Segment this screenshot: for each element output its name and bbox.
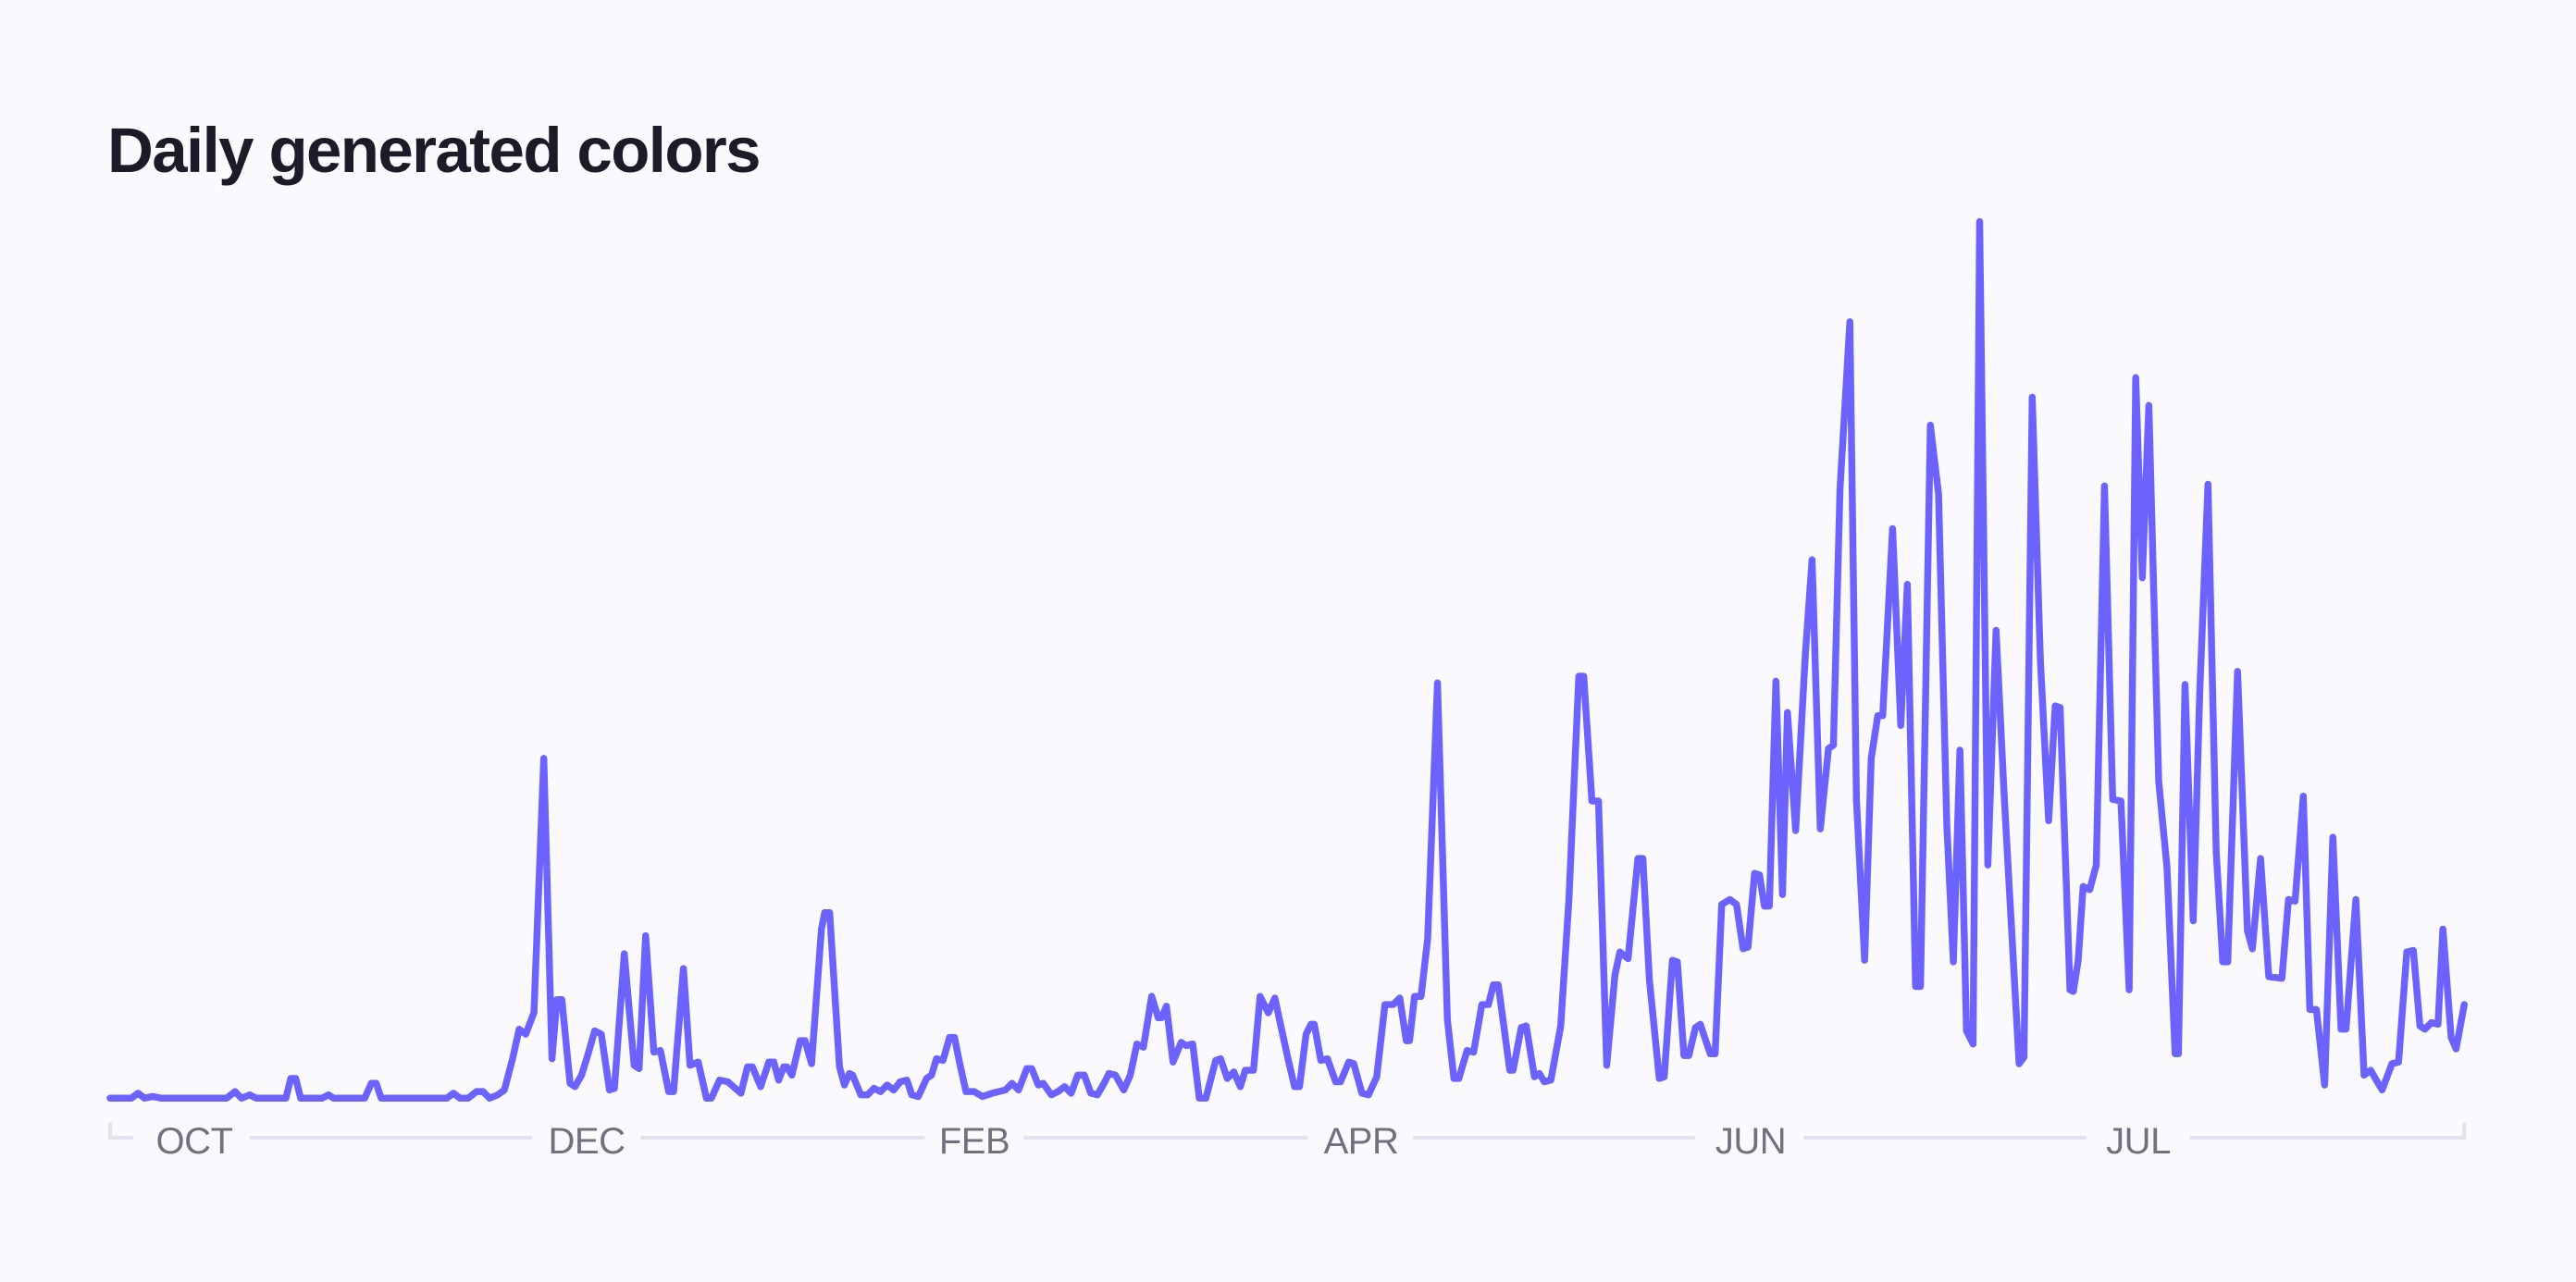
x-tick-label-dec: DEC	[548, 1121, 625, 1162]
axis-right-segment	[2189, 1122, 2467, 1140]
x-tick-label-jun: JUN	[1715, 1121, 1787, 1162]
series-line-daily-generated-colors	[106, 217, 2468, 1102]
x-tick-label-jul: JUL	[2106, 1121, 2171, 1162]
x-tick-label-apr: APR	[1323, 1121, 1399, 1162]
x-tick-label-oct: OCT	[155, 1121, 233, 1162]
x-axis	[107, 1122, 2467, 1140]
chart-title: Daily generated colors	[107, 115, 762, 186]
x-tick-label-feb: FEB	[938, 1121, 1010, 1162]
axis-left-tick	[107, 1122, 134, 1140]
